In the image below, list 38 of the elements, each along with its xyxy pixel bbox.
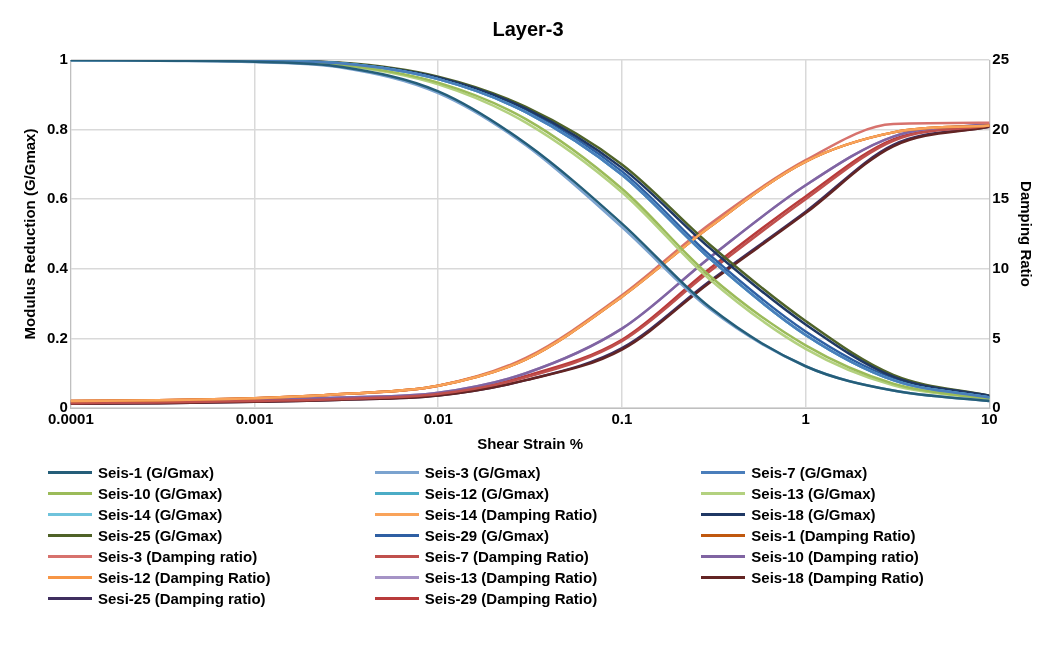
legend-label: Seis-10 (G/Gmax) — [98, 485, 223, 502]
x-axis-title: Shear Strain % — [477, 435, 584, 453]
legend-label: Seis-3 (G/Gmax) — [424, 464, 541, 481]
y-axis-title: Modulus Reduction (G/Gmax) — [21, 128, 39, 340]
y2-tick-label: 10 — [992, 258, 1009, 276]
y-tick-label: 0.8 — [46, 119, 68, 137]
legend-label: Seis-14 (Damping Ratio) — [424, 506, 598, 523]
x-tick-label: 0.1 — [611, 410, 633, 428]
legend-label: Seis-7 (G/Gmax) — [751, 464, 868, 481]
legend-label: Seis-13 (G/Gmax) — [751, 485, 876, 502]
legend-label: Seis-3 (Damping ratio) — [98, 548, 258, 565]
legend-label: Seis-10 (Damping ratio) — [751, 548, 919, 565]
x-tick-label: 0.01 — [423, 410, 453, 428]
legend-label: Seis-12 (G/Gmax) — [424, 485, 549, 502]
legend-label: Sesi-25 (Damping ratio) — [98, 590, 266, 607]
y2-tick-label: 5 — [992, 328, 1001, 346]
legend-label: Seis-25 (G/Gmax) — [98, 527, 223, 544]
y-tick-label: 0.4 — [46, 258, 69, 276]
x-tick-label: 1 — [801, 410, 810, 428]
legend-label: Seis-1 (G/Gmax) — [98, 464, 214, 481]
legend-label: Seis-29 (G/Gmax) — [424, 527, 549, 544]
legend-label: Seis-14 (G/Gmax) — [98, 506, 223, 523]
legend-label: Seis-7 (Damping Ratio) — [424, 548, 589, 565]
y2-axis-title: Damping Ratio — [1017, 181, 1035, 287]
legend-label: Seis-18 (G/Gmax) — [751, 506, 876, 523]
y2-tick-label: 25 — [992, 50, 1009, 68]
legend-label: Seis-29 (Damping Ratio) — [424, 590, 598, 607]
legend-label: Seis-1 (Damping Ratio) — [751, 527, 916, 544]
y-tick-label: 0.6 — [46, 189, 68, 207]
y2-tick-label: 20 — [992, 119, 1009, 137]
y-tick-label: 1 — [59, 50, 68, 68]
legend-label: Seis-13 (Damping Ratio) — [424, 569, 598, 586]
legend-label: Seis-12 (Damping Ratio) — [98, 569, 271, 586]
x-tick-label: 0.001 — [235, 410, 274, 428]
y2-tick-label: 15 — [992, 189, 1009, 207]
y-tick-label: 0.2 — [46, 328, 68, 346]
chart-title: Layer-3 — [492, 17, 564, 40]
legend-label: Seis-18 (Damping Ratio) — [751, 569, 924, 586]
